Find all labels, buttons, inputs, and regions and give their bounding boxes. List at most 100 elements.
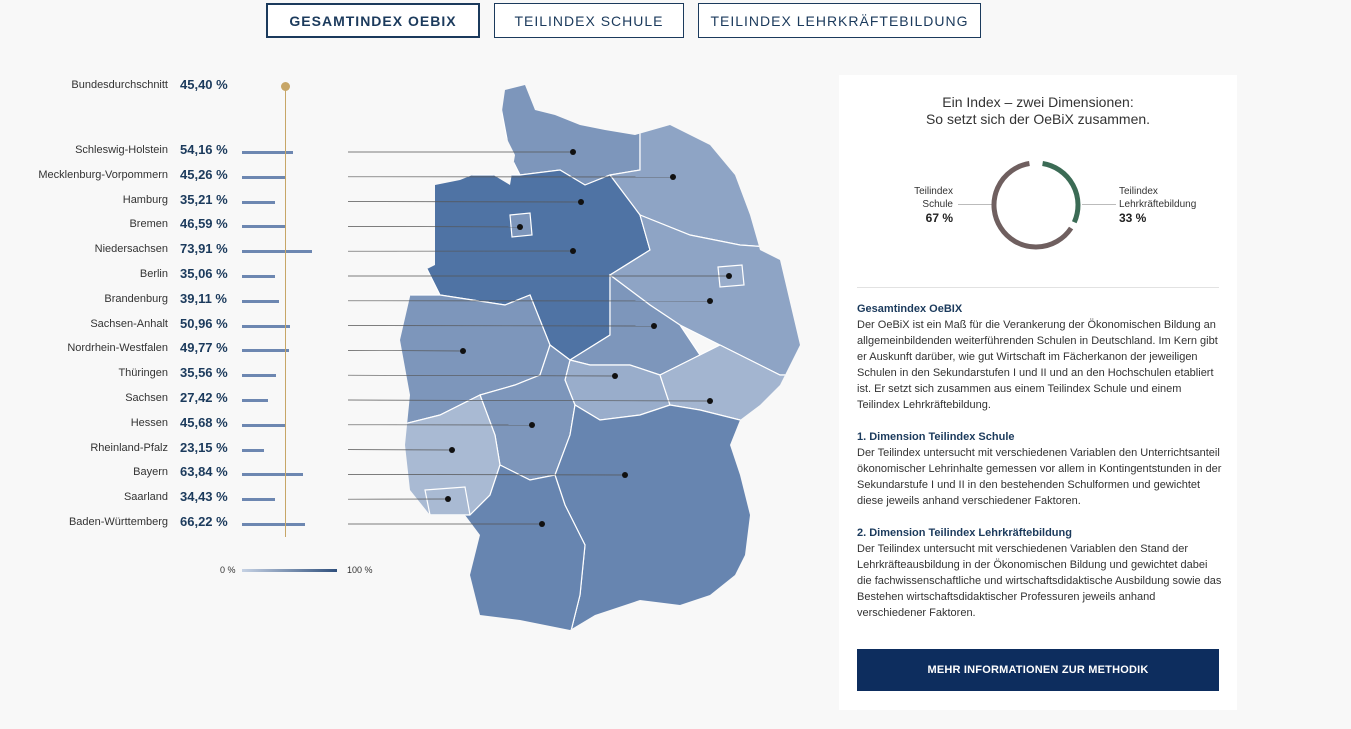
state-bar [242, 200, 276, 204]
average-label: Bundesdurchschnitt [71, 79, 168, 91]
state-row[interactable]: Mecklenburg-Vorpommern 45,26 % [0, 167, 360, 187]
state-name: Mecklenburg-Vorpommern [38, 168, 168, 181]
state-bar [242, 225, 287, 229]
state-bar [242, 473, 303, 477]
section-text-gesamtindex: Der OeBiX ist ein Maß für die Verankerun… [857, 319, 1218, 411]
state-row[interactable]: Sachsen 27,42 % [0, 390, 360, 410]
info-panel: Ein Index – zwei Dimensionen: So setzt s… [839, 75, 1237, 710]
germany-map [400, 75, 810, 635]
state-name: Sachsen [125, 392, 168, 404]
state-bar [242, 250, 313, 254]
state-name: Brandenburg [104, 292, 168, 305]
state-row[interactable]: Hamburg 35,21 % [0, 192, 360, 212]
state-name: Thüringen [118, 367, 168, 380]
panel-title: Ein Index – zwei Dimensionen: So setzt s… [839, 94, 1237, 128]
state-name: Niedersachsen [94, 243, 168, 256]
map-state-bayern[interactable] [554, 404, 810, 635]
state-row[interactable]: Thüringen 35,56 % [0, 365, 360, 385]
scale-gradient [242, 569, 337, 572]
donut-label-lehrkraeftebildung-line1: Teilindex [1119, 186, 1158, 197]
state-value: 39,11 % [180, 290, 227, 306]
donut-label-schule-line1: Teilindex [914, 186, 953, 197]
tab-teilindex-lehrkraeftebildung[interactable]: TEILINDEX LEHRKRÄFTEBILDUNG [698, 3, 981, 38]
average-value: 45,40 % [180, 77, 228, 92]
donut-segment-schule [991, 161, 1074, 250]
donut-segment-lehrkraeftebildung [1042, 161, 1081, 224]
methodik-button[interactable]: MEHR INFORMATIONEN ZUR METHODIK [857, 649, 1219, 691]
donut-value-lehrkraeftebildung: 33 % [1119, 211, 1147, 225]
scale-max-label: 100 % [347, 565, 373, 575]
state-value: 63,84 % [180, 464, 228, 480]
state-row[interactable]: Baden-Württemberg 66,22 % [0, 514, 360, 534]
state-value: 35,06 % [180, 266, 228, 281]
state-value: 27,42 % [180, 390, 228, 405]
state-value: 35,56 % [180, 365, 228, 381]
state-row[interactable]: Berlin 35,06 % [0, 266, 360, 286]
state-row[interactable]: Schleswig-Holstein 54,16 % [0, 142, 360, 162]
state-bar [242, 498, 275, 502]
panel-title-line1: Ein Index – zwei Dimensionen: [942, 94, 1134, 110]
state-value: 34,43 % [180, 489, 228, 505]
donut-label-lehrkraeftebildung-line2: Lehrkräftebildung [1119, 199, 1197, 210]
section-title-lehrkraeftebildung: 2. Dimension Teilindex Lehrkräftebildung [857, 527, 1072, 539]
map-state-schleswig-holstein[interactable] [494, 75, 641, 186]
state-value: 50,96 % [180, 315, 228, 331]
panel-divider [857, 287, 1219, 288]
map-state-bremen[interactable] [509, 212, 533, 238]
state-bar [242, 299, 280, 303]
scale-legend: 0 % 100 % [200, 563, 400, 579]
donut-label-lehrkraeftebildung: Teilindex Lehrkräftebildung 33 % [1119, 185, 1219, 225]
section-title-schule: 1. Dimension Teilindex Schule [857, 431, 1015, 443]
state-row[interactable]: Niedersachsen 73,91 % [0, 241, 360, 261]
panel-title-line2: So setzt sich der OeBiX zusammen. [925, 111, 1151, 127]
state-bar [242, 151, 294, 154]
state-bar [242, 275, 276, 278]
state-name: Saarland [123, 491, 168, 504]
average-marker-dot [281, 82, 290, 91]
tab-gesamtindex[interactable]: GESAMTINDEX OEBIX [266, 3, 480, 38]
state-row[interactable]: Nordrhein-Westfalen 49,77 % [0, 340, 360, 360]
state-row[interactable]: Bremen 46,59 % [0, 216, 360, 236]
state-name: Bremen [129, 218, 168, 231]
state-name: Berlin [139, 268, 168, 280]
state-name: Hessen [130, 416, 168, 429]
donut-leader-left [958, 204, 992, 205]
map-state-saarland[interactable] [424, 486, 471, 516]
state-bar [242, 349, 290, 353]
state-value: 66,22 % [180, 514, 228, 529]
section-title-gesamtindex: Gesamtindex OeBIX [857, 303, 963, 315]
donut-label-schule: Teilindex Schule 67 % [881, 185, 953, 225]
state-value: 23,15 % [180, 439, 228, 455]
state-name: Hamburg [122, 193, 168, 206]
average-marker-line [285, 86, 286, 537]
state-value: 35,21 % [180, 191, 228, 207]
index-tabs: GESAMTINDEX OEBIX TEILINDEX SCHULE TEILI… [266, 3, 981, 38]
state-row[interactable]: Sachsen-Anhalt 50,96 % [0, 316, 360, 336]
state-bar [242, 448, 264, 452]
donut-label-schule-line2: Schule [922, 199, 953, 210]
state-row[interactable]: Hessen 45,68 % [0, 415, 360, 435]
scale-min-label: 0 % [220, 565, 236, 575]
section-text-lehrkraeftebildung: Der Teilindex untersucht mit verschieden… [857, 543, 1222, 619]
state-name: Baden-Württemberg [68, 516, 168, 528]
state-bar [242, 324, 291, 328]
state-bar [242, 523, 305, 526]
panel-description: Gesamtindex OeBIX Der OeBiX ist ein Maß … [857, 301, 1222, 637]
state-bar [242, 399, 269, 402]
state-value: 54,16 % [180, 142, 228, 157]
map-state-berlin[interactable] [717, 264, 745, 288]
state-row[interactable]: Bayern 63,84 % [0, 464, 360, 484]
section-text-schule: Der Teilindex untersucht mit verschieden… [857, 447, 1222, 507]
state-bar [242, 175, 285, 179]
state-name: Rheinland-Pfalz [90, 441, 168, 454]
donut-value-schule: 67 % [925, 211, 953, 225]
state-row[interactable]: Saarland 34,43 % [0, 489, 360, 509]
state-value: 45,26 % [180, 166, 228, 182]
state-row[interactable]: Rheinland-Pfalz 23,15 % [0, 440, 360, 460]
state-name: Schleswig-Holstein [75, 144, 168, 156]
state-name: Sachsen-Anhalt [90, 317, 168, 330]
tab-teilindex-schule[interactable]: TEILINDEX SCHULE [494, 3, 684, 38]
state-ranking-list: Bundesdurchschnitt 45,40 % Schleswig-Hol… [0, 0, 360, 729]
state-value: 49,77 % [180, 340, 228, 356]
state-row[interactable]: Brandenburg 39,11 % [0, 291, 360, 311]
